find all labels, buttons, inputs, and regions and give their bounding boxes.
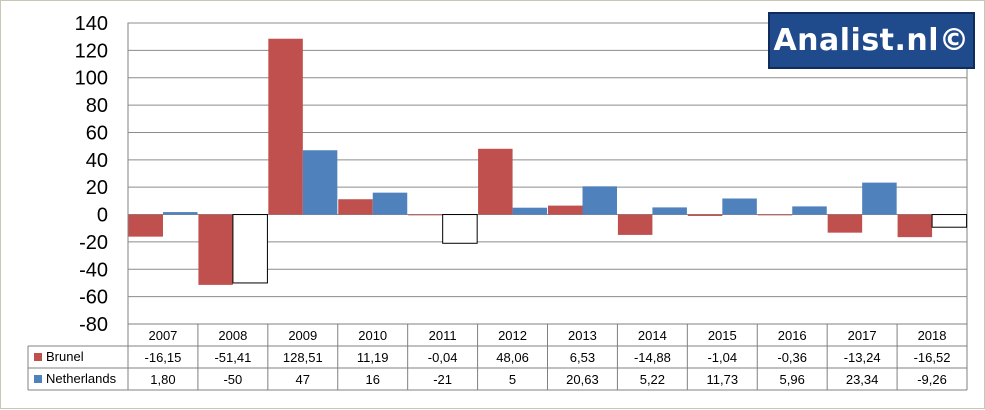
data-label: 6,53 [570,350,595,365]
category-label: 2015 [708,328,737,343]
category-label: 2018 [918,328,947,343]
y-tick-label: 60 [86,122,108,144]
data-label: 11,73 [707,372,739,387]
y-tick-label: 20 [86,177,108,199]
bar-brunel-2018 [897,214,933,238]
bar-brunel-2017 [827,214,863,233]
bar-netherlands-2007 [163,212,198,215]
data-label: -14,88 [634,350,671,365]
category-label: 2008 [218,328,247,343]
bar-brunel-2009 [268,38,303,215]
bar-netherlands-2018 [931,214,968,228]
data-label: -51,41 [214,350,251,365]
data-label: 11,19 [357,350,389,365]
legend-label-netherlands: Netherlands [46,371,117,386]
data-label: -9,26 [917,372,947,387]
data-label: -21 [433,372,452,387]
bar-netherlands-2010 [372,192,408,215]
bar-brunel-2011 [408,214,443,216]
y-tick-label: -80 [79,314,108,336]
y-tick-label: 80 [86,95,108,117]
bar-netherlands-2009 [302,150,338,215]
category-label: 2007 [148,328,177,343]
bar-netherlands-2014 [652,207,687,215]
category-label: 2013 [568,328,597,343]
bar-netherlands-2012 [512,207,548,215]
bar-brunel-2015 [687,214,723,216]
legend-label-brunel: Brunel [46,349,84,364]
bar-netherlands-2011 [442,214,478,244]
y-tick-label: 140 [75,13,108,35]
bar-brunel-2012 [478,148,513,215]
category-label: 2012 [498,328,527,343]
bar-netherlands-2016 [792,206,827,215]
category-label: 2014 [638,328,667,343]
bar-netherlands-2008 [232,214,268,284]
data-label: 1,80 [150,372,175,387]
bar-brunel-2007 [128,214,163,237]
analist-logo: Analist.nl© [768,12,975,69]
y-tick-label: -60 [79,287,108,309]
data-label: 128,51 [283,350,323,365]
legend-swatch-brunel [34,353,42,361]
y-tick-label: -40 [79,259,108,281]
data-label: -16,52 [914,350,951,365]
data-label: 23,34 [846,372,879,387]
data-label: 47 [296,372,310,387]
data-label: -16,15 [145,350,182,365]
data-label: -0,36 [777,350,807,365]
data-label: 5,96 [780,372,805,387]
bar-brunel-2013 [548,205,583,215]
data-label: -0,04 [428,350,458,365]
category-label: 2009 [288,328,317,343]
bar-brunel-2014 [617,214,653,235]
data-label: 48,06 [496,350,529,365]
data-label: 5,22 [640,372,665,387]
y-tick-label: 0 [97,205,108,227]
bar-netherlands-2013 [582,186,617,215]
data-label: 5 [509,372,516,387]
y-tick-label: 120 [75,40,108,62]
data-label: -1,04 [707,350,737,365]
y-tick-label: 100 [75,68,108,90]
bar-brunel-2016 [757,214,793,216]
data-label: 20,63 [566,372,599,387]
category-label: 2017 [848,328,877,343]
category-label: 2010 [358,328,387,343]
bar-brunel-2010 [338,199,373,215]
logo-text: Analist.nl© [773,23,970,58]
category-label: 2011 [429,328,457,343]
y-tick-label: -20 [79,232,108,254]
y-tick-label: 40 [86,150,108,172]
bar-netherlands-2015 [722,198,757,215]
bar-brunel-2008 [198,214,233,285]
category-label: 2016 [778,328,807,343]
data-label: 16 [365,372,379,387]
data-label: -13,24 [844,350,881,365]
data-label: -50 [223,372,242,387]
legend-swatch-netherlands [34,375,42,383]
bar-netherlands-2017 [862,182,897,215]
